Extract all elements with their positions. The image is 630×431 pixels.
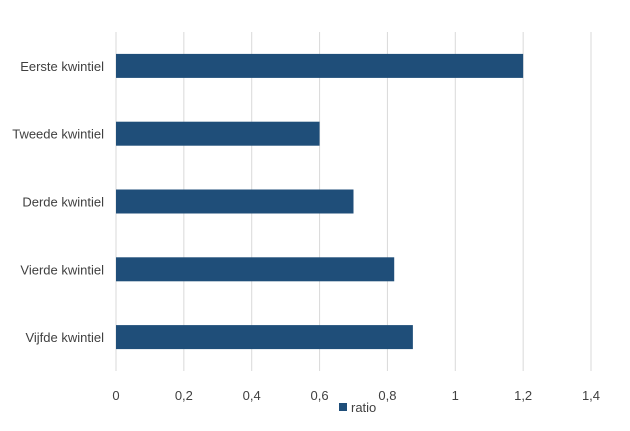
category-labels: Eerste kwintiel Tweede kwintiel Derde kwin… (12, 59, 104, 345)
x-tick-label: 0,6 (311, 388, 329, 403)
bar (116, 189, 354, 214)
category-label: Eerste kwintiel (20, 59, 104, 74)
x-tick-label: 0,4 (243, 388, 261, 403)
x-tick-label: 0 (112, 388, 119, 403)
x-tick-label: 1 (452, 388, 459, 403)
bar (116, 257, 395, 282)
bar (116, 325, 413, 350)
x-tick-label: 0,8 (378, 388, 396, 403)
bars (116, 53, 524, 350)
x-tick-label: 1,2 (514, 388, 532, 403)
bar (116, 121, 320, 146)
x-tick-label: 1,4 (582, 388, 600, 403)
legend-label: ratio (351, 400, 376, 415)
x-tick-label: 0,2 (175, 388, 193, 403)
x-tick-labels: 0 0,2 0,4 0,6 0,8 1 1,2 1,4 (112, 388, 600, 403)
category-label: Derde kwintiel (22, 195, 104, 210)
legend-swatch (339, 403, 347, 411)
category-label: Vierde kwintiel (20, 262, 104, 277)
category-label: Vijfde kwintiel (25, 330, 104, 345)
category-label: Tweede kwintiel (12, 127, 104, 142)
bar (116, 53, 524, 78)
legend: ratio (339, 400, 376, 415)
